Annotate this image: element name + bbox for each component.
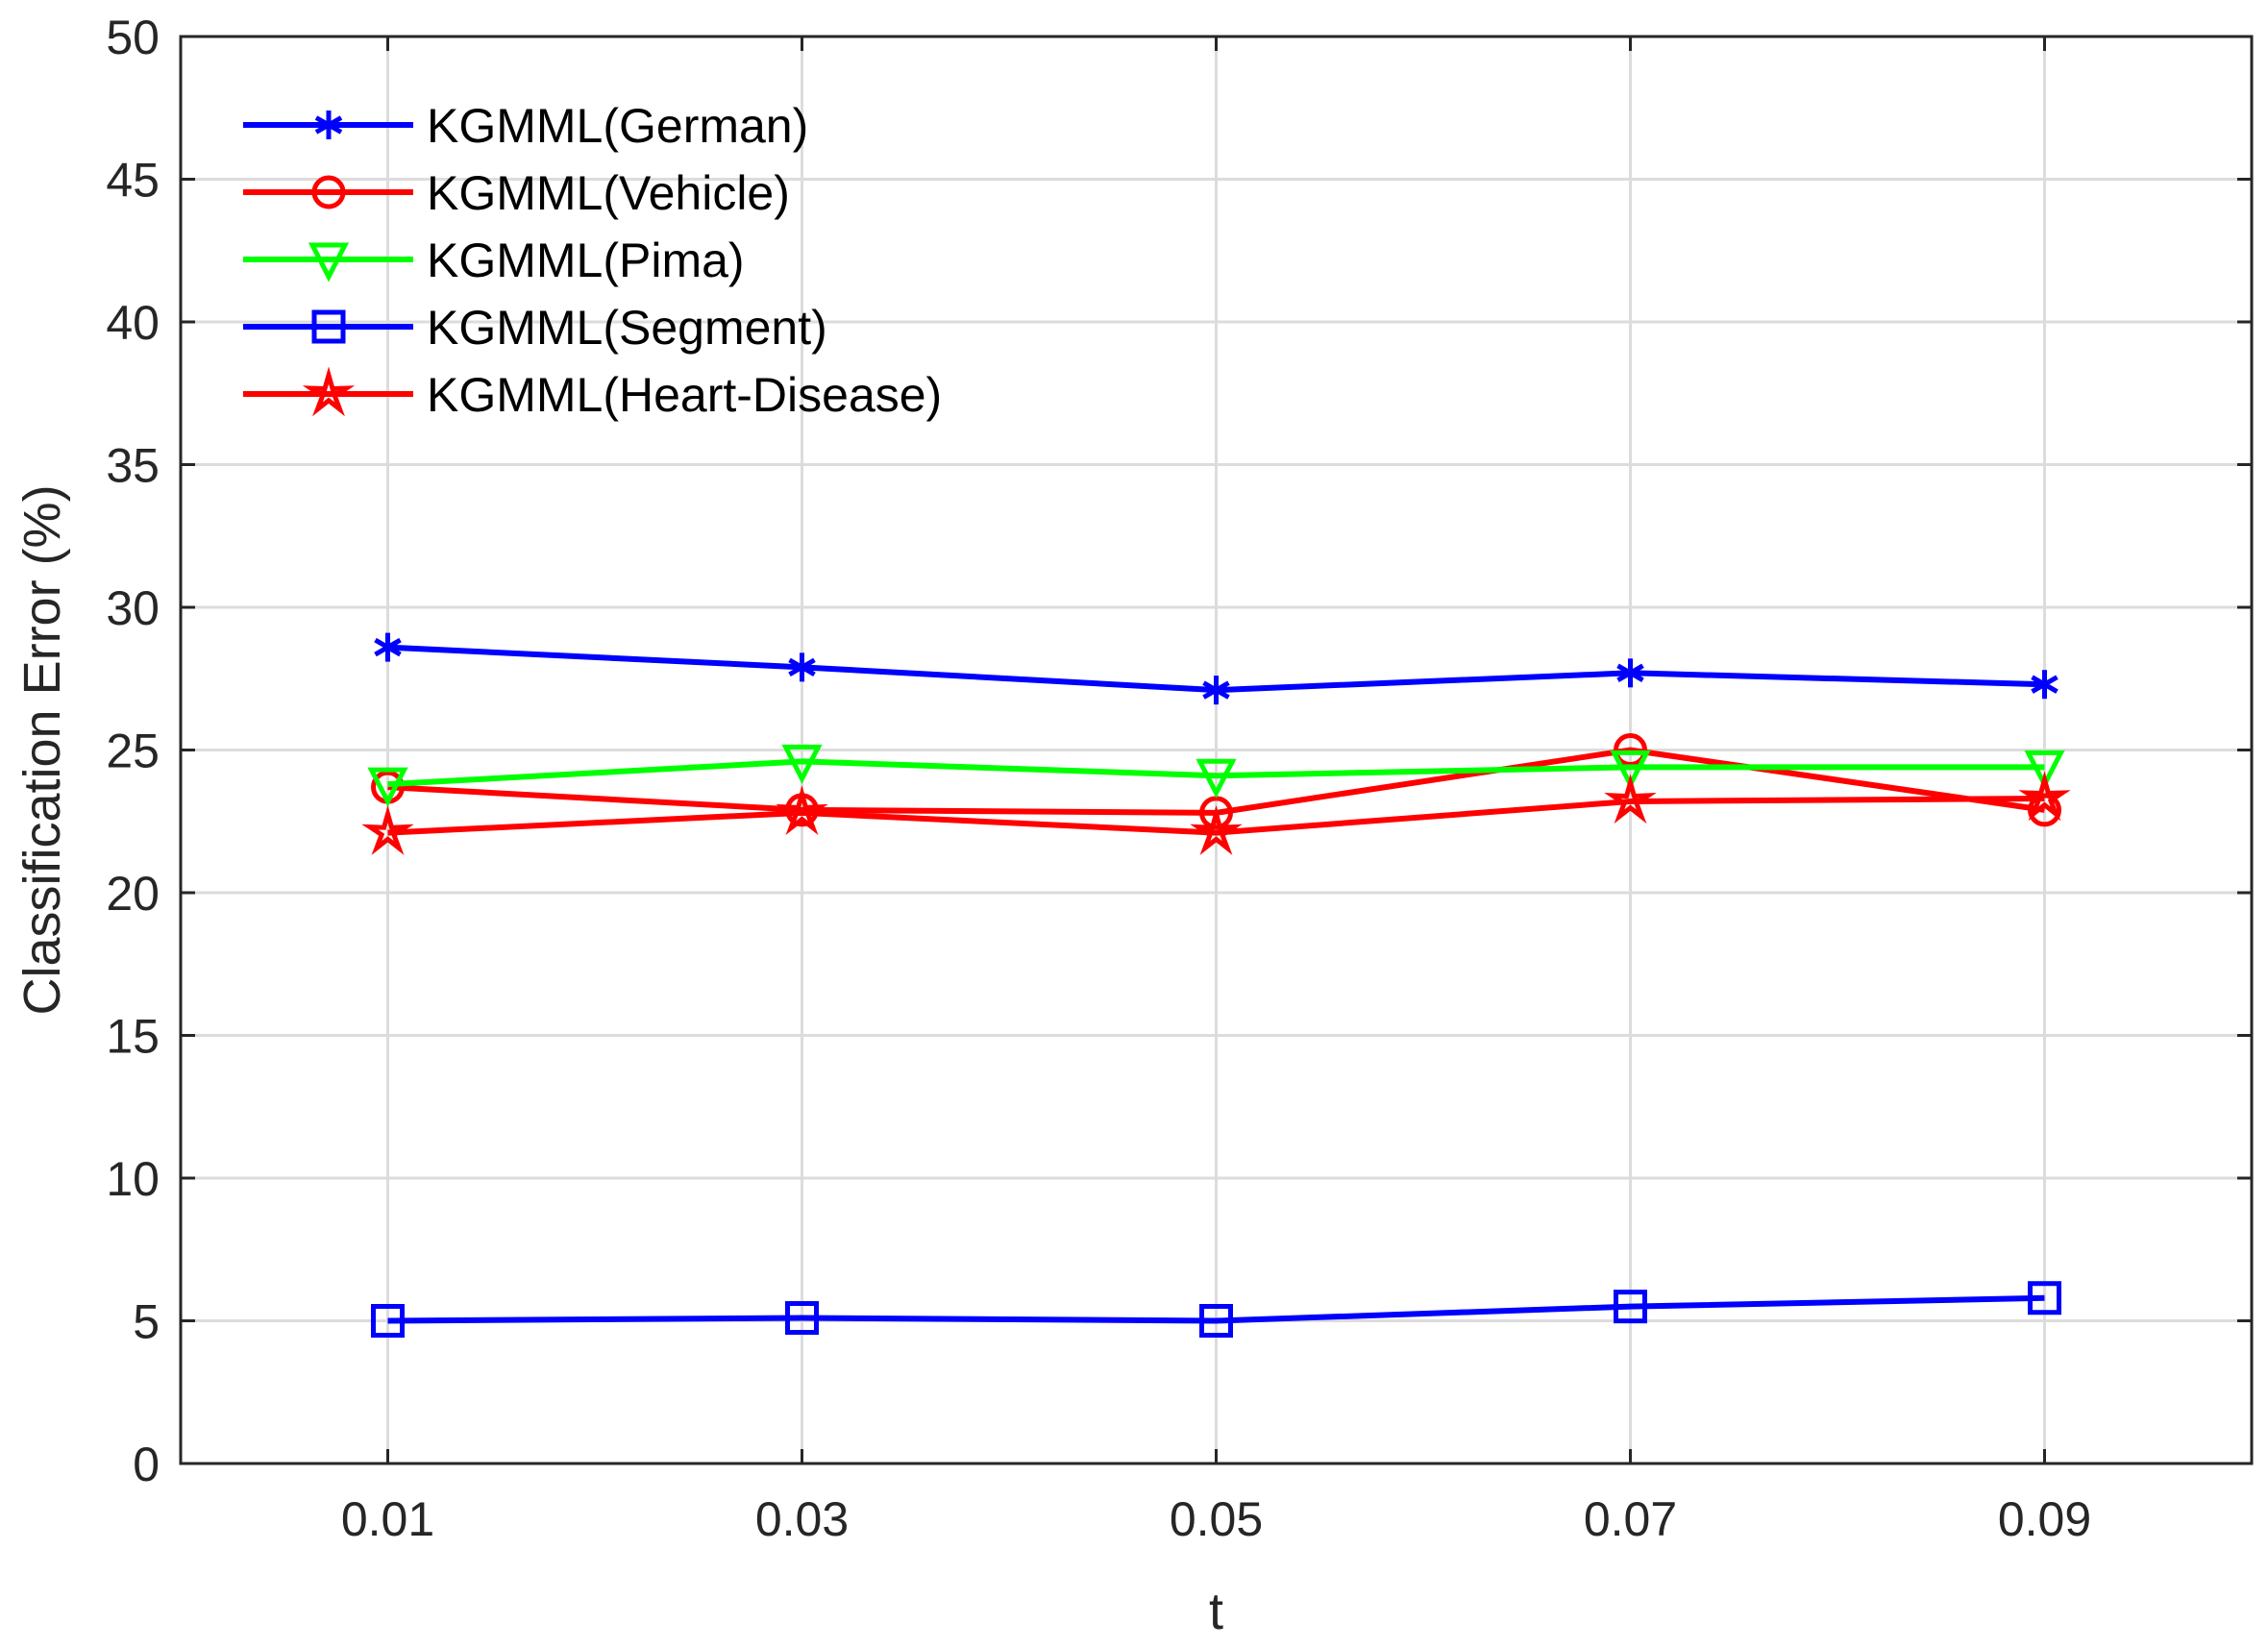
circle-marker	[2028, 793, 2061, 827]
x-tick-label: 0.07	[1584, 1492, 1677, 1546]
series-KGMML(German)	[374, 632, 2058, 705]
square-marker-shape	[1614, 1290, 1647, 1324]
triangle-down-marker	[1610, 750, 1651, 790]
y-tick-label: 20	[106, 867, 160, 921]
star-marker-shape	[302, 366, 356, 417]
square-marker	[785, 1301, 819, 1336]
series-group	[361, 632, 2071, 1338]
series-KGMML(Segment)	[371, 1281, 2061, 1338]
asterisk-marker	[2031, 670, 2058, 700]
square-marker-shape	[785, 1301, 819, 1336]
asterisk-marker	[314, 111, 343, 139]
asterisk-stroke	[1202, 680, 1230, 700]
star-marker	[776, 785, 828, 836]
star-marker-shape	[1190, 804, 1243, 855]
legend-label: KGMML(Pima)	[427, 234, 745, 287]
legend-entry: KGMML(Vehicle)	[243, 166, 790, 220]
triangle-down-marker	[1196, 758, 1237, 799]
asterisk-marker	[788, 652, 816, 682]
star-marker	[361, 804, 414, 855]
y-tick-label: 10	[106, 1152, 160, 1206]
series-line	[387, 795, 2045, 836]
star-marker-shape	[2018, 771, 2071, 822]
asterisk-stroke	[788, 657, 816, 677]
y-tick-label: 45	[106, 154, 160, 208]
square-marker	[311, 309, 346, 344]
triangle-marker-shape	[308, 242, 350, 283]
y-axis-label: Classification Error (%)	[13, 484, 71, 1015]
legend-entry: KGMML(Segment)	[243, 301, 827, 355]
x-tick-label: 0.09	[1998, 1492, 2091, 1546]
legend-entry: KGMML(Heart-Disease)	[243, 366, 942, 422]
square-marker	[2028, 1281, 2061, 1316]
ticks: 0.01 0.03 0.05 0.07 0.09 0 5 10 15 20 25 30 35 40 45 50	[106, 11, 2252, 1546]
circle-marker-shape	[1199, 796, 1233, 830]
y-tick-label: 40	[106, 296, 160, 350]
circle-marker	[311, 175, 346, 209]
star-marker-shape	[1604, 774, 1657, 824]
square-marker	[1614, 1290, 1647, 1324]
triangle-down-marker	[2024, 750, 2065, 790]
asterisk-marker	[1202, 676, 1230, 705]
legend-entry: KGMML(German)	[243, 99, 808, 153]
series-line	[387, 1294, 2045, 1324]
legend-label: KGMML(German)	[427, 99, 808, 153]
triangle-marker-shape	[1610, 750, 1651, 790]
triangle-marker-shape	[367, 767, 408, 807]
square-marker-shape	[311, 309, 346, 344]
triangle-down-marker	[308, 242, 350, 283]
star-marker-shape	[361, 804, 414, 855]
square-marker-shape	[1199, 1304, 1233, 1338]
series-KGMML(Pima)	[367, 744, 2065, 807]
y-tick-label: 25	[106, 725, 160, 778]
triangle-down-marker	[367, 767, 408, 807]
triangle-marker-shape	[2024, 750, 2065, 790]
triangle-down-marker	[781, 744, 823, 784]
y-tick-label: 15	[106, 1010, 160, 1064]
star-marker	[302, 366, 356, 417]
x-axis-label: t	[1209, 1583, 1223, 1640]
legend-label: KGMML(Heart-Disease)	[427, 368, 942, 422]
asterisk-marker	[374, 632, 402, 662]
asterisk-marker	[1616, 658, 1644, 688]
legend: KGMML(German) KGMML(Vehicle) KGMML(Pima) KG…	[243, 99, 942, 422]
legend-entry: KGMML(Pima)	[243, 234, 745, 287]
asterisk-stroke	[2031, 675, 2058, 694]
asterisk-stroke	[1616, 663, 1644, 682]
legend-label: KGMML(Segment)	[427, 301, 827, 355]
x-tick-label: 0.03	[755, 1492, 849, 1546]
y-tick-label: 30	[106, 581, 160, 635]
x-tick-label: 0.01	[341, 1492, 434, 1546]
triangle-marker-shape	[1196, 758, 1237, 799]
circle-marker-shape	[311, 175, 346, 209]
legend-label: KGMML(Vehicle)	[427, 166, 790, 220]
star-marker	[2018, 771, 2071, 822]
square-marker-shape	[2028, 1281, 2061, 1316]
square-marker	[1199, 1304, 1233, 1338]
square-marker	[371, 1304, 405, 1338]
y-tick-label: 0	[133, 1438, 160, 1491]
x-tick-label: 0.05	[1170, 1492, 1263, 1546]
series-line	[387, 758, 2045, 788]
square-marker-shape	[371, 1304, 405, 1338]
circle-marker	[1199, 796, 1233, 830]
series-KGMML(Heart-Disease)	[361, 771, 2071, 855]
asterisk-stroke	[314, 115, 343, 135]
circle-marker-shape	[2028, 793, 2061, 827]
asterisk-stroke	[374, 637, 402, 657]
star-marker	[1190, 804, 1243, 855]
y-tick-label: 50	[106, 11, 160, 64]
y-tick-label: 5	[133, 1295, 160, 1349]
star-marker-shape	[776, 785, 828, 836]
star-marker	[1604, 774, 1657, 824]
triangle-marker-shape	[781, 744, 823, 784]
y-tick-label: 35	[106, 439, 160, 493]
